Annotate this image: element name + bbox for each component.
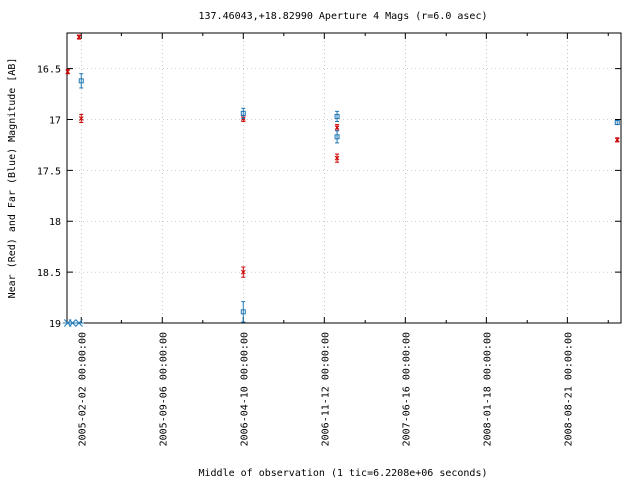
- y-tick-label: 18.5: [37, 268, 61, 279]
- data-point: [240, 266, 246, 278]
- limit-marker: [74, 319, 85, 327]
- y-tick-label: 18: [49, 217, 61, 228]
- point-marker: [240, 110, 246, 116]
- y-tick-label: 17.5: [37, 166, 61, 177]
- x-tick-label: 2006-11-12 00:00:00: [320, 332, 331, 446]
- x-axis-label: Middle of observation (1 tic=6.2208e+06 …: [199, 468, 488, 479]
- point-marker: [334, 113, 340, 119]
- point-marker: [614, 120, 620, 126]
- data-point: [334, 153, 340, 163]
- x-tick-label: 2007-06-16 00:00:00: [401, 332, 412, 446]
- point-marker: [240, 309, 246, 315]
- y-tick-label: 19: [49, 319, 61, 330]
- x-tick-label: 2008-01-18 00:00:00: [482, 332, 493, 446]
- point-marker: [78, 116, 84, 121]
- x-tick-label: 2005-09-06 00:00:00: [158, 332, 169, 446]
- point-marker: [65, 69, 71, 75]
- x-axis: 2005-02-02 00:00:00 2005-09-06 00:00:00 20…: [77, 33, 609, 446]
- point-marker: [240, 269, 246, 275]
- limit-stroke: [68, 319, 77, 327]
- data-point: [240, 107, 246, 119]
- point-marker: [334, 125, 340, 130]
- y-axis-label: Near (Red) and Far (Blue) Magnitude [AB]: [7, 58, 18, 299]
- plot-frame: [66, 32, 622, 324]
- data-point: [334, 130, 340, 144]
- data-point: [65, 69, 71, 75]
- point-marker: [78, 78, 84, 84]
- point-marker: [334, 155, 340, 161]
- data-point: [78, 113, 84, 124]
- data-point: [76, 34, 82, 40]
- data-point: [614, 120, 620, 126]
- x-tick-label: 2005-02-02 00:00:00: [77, 332, 88, 446]
- point-marker: [334, 134, 340, 140]
- chart-title: 137.46043,+18.82990 Aperture 4 Mags (r=6…: [199, 11, 488, 22]
- point-marker: [76, 34, 82, 40]
- y-axis: 16.5 17 17.5 18 18.5 19: [37, 65, 621, 330]
- limit-stroke: [75, 319, 83, 327]
- x-tick-label: 2006-04-10 00:00:00: [239, 332, 250, 446]
- x-tick-label: 2008-08-21 00:00:00: [563, 332, 574, 446]
- data-point: [614, 137, 620, 143]
- series: [62, 34, 620, 327]
- data-point: [334, 110, 340, 123]
- grid: [67, 33, 621, 323]
- data-point: [78, 73, 84, 89]
- point-marker: [614, 137, 620, 143]
- data-point: [334, 124, 340, 132]
- y-tick-label: 17: [49, 115, 61, 126]
- y-tick-label: 16.5: [37, 65, 61, 76]
- data-point: [240, 301, 246, 323]
